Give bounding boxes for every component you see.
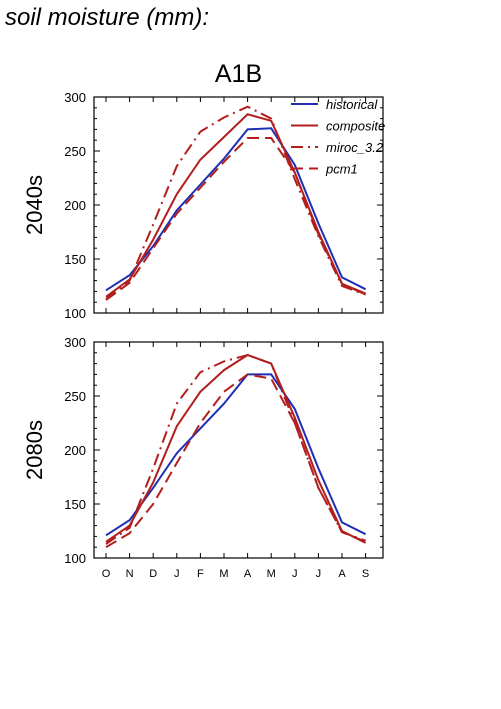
y-tick-label: 250 <box>64 389 86 404</box>
legend-label: historical <box>326 97 378 112</box>
legend-label: pcm1 <box>325 162 358 177</box>
x-tick-label: S <box>362 568 369 580</box>
legend-label: miroc_3.2 <box>326 140 384 155</box>
x-tick-label: M <box>219 568 228 580</box>
x-tick-label: A <box>244 568 252 580</box>
x-tick-label: D <box>149 568 157 580</box>
x-tick-label: A <box>338 568 346 580</box>
series-line-historical <box>105 127 367 292</box>
series-line-composite <box>105 113 366 298</box>
series-line-miroc-3-2 <box>105 105 366 300</box>
y-axis-label: 2040s <box>22 175 47 235</box>
y-tick-label: 100 <box>64 306 86 321</box>
y-tick-label: 200 <box>64 198 86 213</box>
series-line-composite <box>105 353 367 544</box>
legend-label: composite <box>326 119 385 134</box>
y-tick-label: 300 <box>64 335 86 350</box>
y-tick-label: 150 <box>64 497 86 512</box>
y-tick-label: 200 <box>64 443 86 458</box>
series-line-pcm1 <box>105 137 367 301</box>
y-tick-label: 150 <box>64 252 86 267</box>
series-line-pcm1 <box>105 373 366 549</box>
y-tick-label: 250 <box>64 144 86 159</box>
series-line-historical <box>105 373 367 537</box>
y-tick-label: 300 <box>64 90 86 105</box>
figure-title: soil moisture (mm): <box>5 4 210 31</box>
x-tick-label: J <box>174 568 180 580</box>
y-tick-label: 100 <box>64 551 86 566</box>
x-tick-label: N <box>126 568 134 580</box>
x-tick-label: O <box>102 568 111 580</box>
y-axis-label: 2080s <box>22 420 47 480</box>
x-tick-label: F <box>197 568 204 580</box>
series-line-miroc-3-2 <box>105 353 366 545</box>
x-tick-label: J <box>316 568 322 580</box>
x-tick-label: M <box>267 568 276 580</box>
x-tick-label: J <box>292 568 298 580</box>
panel-title: A1B <box>215 60 262 88</box>
